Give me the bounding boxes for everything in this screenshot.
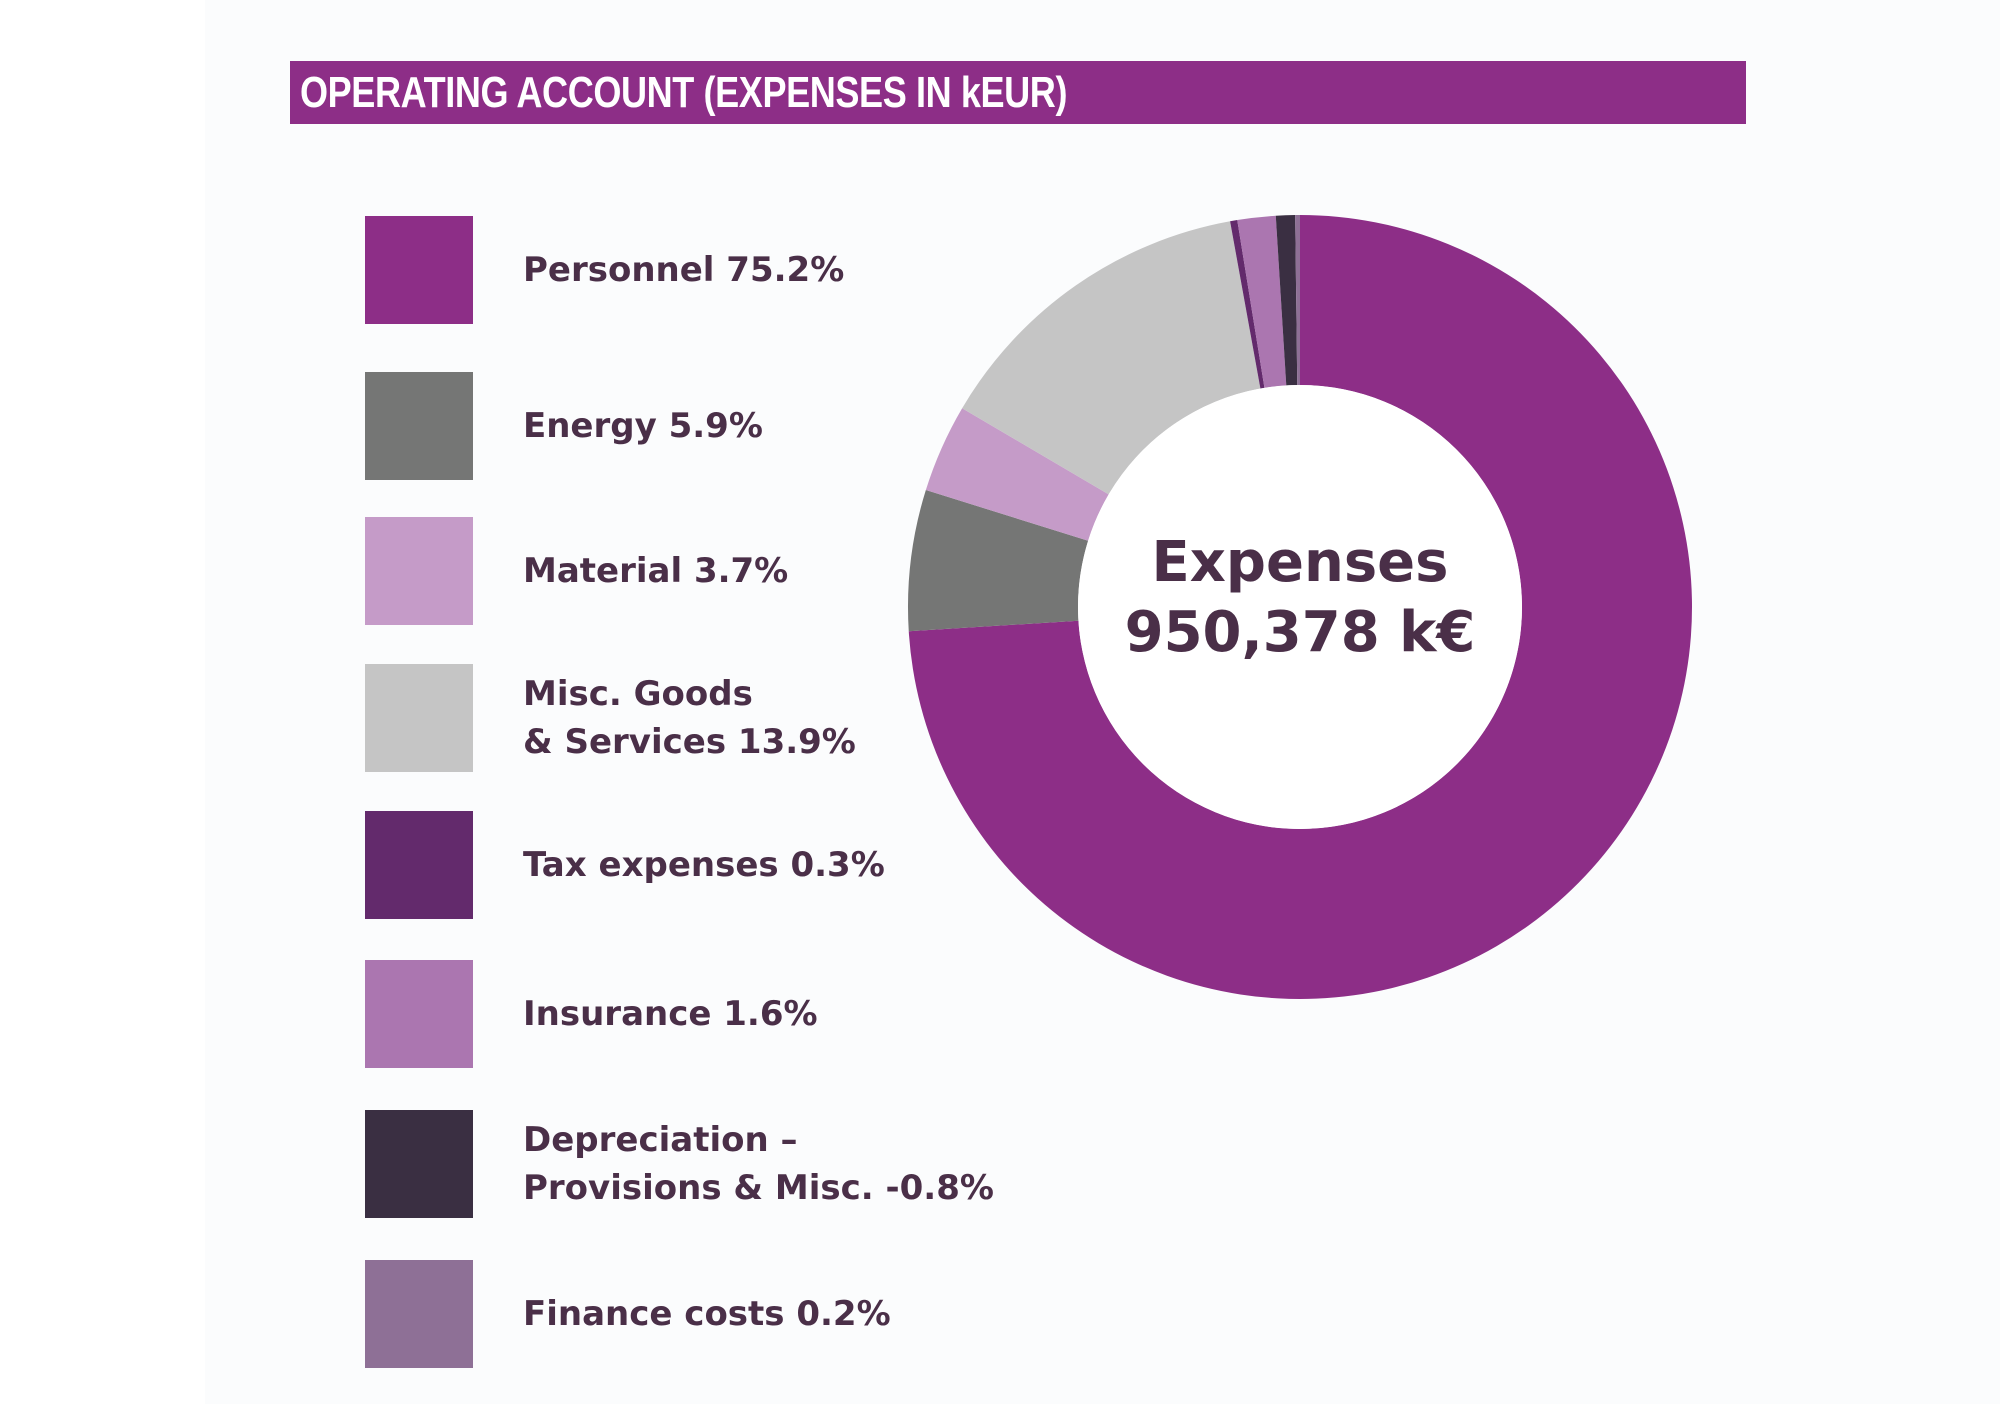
legend-label-misc-goods: Misc. Goods & Services 13.9%	[523, 674, 856, 762]
legend-label-insurance: Insurance 1.6%	[523, 994, 818, 1034]
legend-label-material: Material 3.7%	[523, 551, 789, 591]
slice-finance-costs	[1295, 215, 1300, 386]
center-total: 950,378 k€	[1124, 600, 1476, 665]
center-title: Expenses	[1151, 530, 1449, 595]
legend-label-finance-costs: Finance costs 0.2%	[523, 1294, 891, 1334]
legend-swatch-finance-costs	[365, 1260, 473, 1368]
legend-item-insurance: Insurance 1.6%	[365, 960, 1265, 1068]
slice-material	[925, 408, 1109, 541]
donut-center-label: Expenses 950,378 k€	[1100, 528, 1500, 668]
slice-misc-goods-services	[962, 221, 1261, 495]
chart-title: OPERATING ACCOUNT (EXPENSES IN kEUR)	[300, 68, 1068, 117]
legend-swatch-energy	[365, 372, 473, 480]
legend-label-energy: Energy 5.9%	[523, 406, 763, 446]
legend-swatch-tax-expenses	[365, 811, 473, 919]
legend-item-tax-expenses: Tax expenses 0.3%	[365, 811, 1265, 919]
legend-swatch-insurance	[365, 960, 473, 1068]
legend-label-depreciation: Depreciation – Provisions & Misc. -0.8%	[523, 1120, 994, 1208]
legend-swatch-material	[365, 517, 473, 625]
slice-depreciation-provisions-misc	[1275, 215, 1298, 386]
legend-item-personnel: Personnel 75.2%	[365, 216, 1265, 324]
legend-label-personnel: Personnel 75.2%	[523, 250, 845, 290]
legend-item-energy: Energy 5.9%	[365, 372, 1265, 480]
legend-swatch-depreciation	[365, 1110, 473, 1218]
legend-swatch-personnel	[365, 216, 473, 324]
slice-tax-expenses	[1230, 220, 1265, 389]
slice-energy	[907, 490, 1089, 632]
legend-item-depreciation: Depreciation – Provisions & Misc. -0.8%	[365, 1110, 1265, 1218]
legend-item-finance-costs: Finance costs 0.2%	[365, 1260, 1265, 1368]
legend-swatch-misc-goods	[365, 664, 473, 772]
legend-label-tax-expenses: Tax expenses 0.3%	[523, 845, 885, 885]
legend-item-misc-goods: Misc. Goods & Services 13.9%	[365, 664, 1265, 772]
slice-insurance	[1237, 215, 1287, 388]
legend-item-material: Material 3.7%	[365, 517, 1265, 625]
title-bar: OPERATING ACCOUNT (EXPENSES IN kEUR)	[290, 61, 1746, 124]
